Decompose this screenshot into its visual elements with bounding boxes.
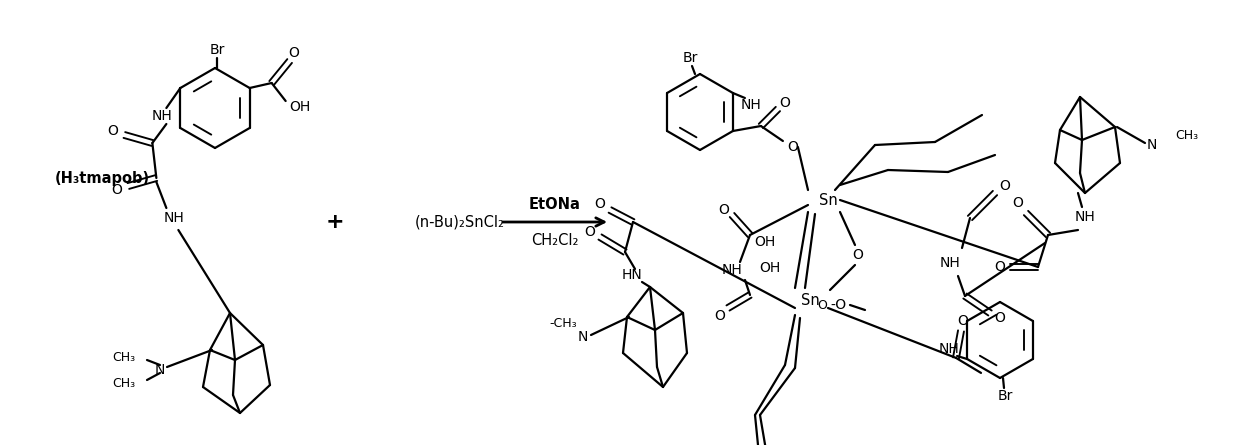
- Text: N: N: [155, 363, 165, 377]
- Text: O: O: [994, 260, 1006, 274]
- Text: (n-Bu)₂SnCl₂: (n-Bu)₂SnCl₂: [415, 214, 505, 230]
- Text: Br: Br: [210, 43, 224, 57]
- Text: O: O: [787, 140, 799, 154]
- Text: O: O: [999, 179, 1011, 193]
- Text: NH: NH: [940, 256, 960, 270]
- Text: O: O: [594, 197, 605, 211]
- Text: O: O: [110, 183, 122, 197]
- Text: N: N: [1147, 138, 1157, 152]
- Text: EtONa: EtONa: [529, 197, 580, 211]
- Text: NH: NH: [722, 263, 743, 277]
- Text: NH: NH: [939, 342, 960, 356]
- Text: NH: NH: [1075, 210, 1095, 224]
- Text: O: O: [288, 46, 299, 60]
- Text: NH: NH: [740, 98, 761, 112]
- Text: O: O: [107, 124, 118, 138]
- Text: HN: HN: [621, 268, 642, 282]
- Text: O: O: [957, 314, 968, 328]
- Text: Br: Br: [997, 389, 1013, 403]
- Text: O: O: [780, 96, 790, 110]
- Text: O: O: [584, 225, 595, 239]
- Text: CH₃: CH₃: [112, 376, 135, 389]
- Text: (H₃tmapob): (H₃tmapob): [55, 170, 150, 186]
- Text: CH₃: CH₃: [112, 351, 135, 364]
- Text: CH₂Cl₂: CH₂Cl₂: [531, 232, 579, 247]
- Text: O: O: [994, 311, 1006, 325]
- Text: NH: NH: [164, 211, 185, 225]
- Text: O: O: [1013, 196, 1023, 210]
- Text: O: O: [718, 203, 729, 217]
- Text: Sn: Sn: [818, 193, 837, 207]
- Text: O: O: [714, 309, 725, 323]
- Text: OH: OH: [759, 261, 781, 275]
- Text: O: O: [817, 299, 827, 312]
- Text: N: N: [578, 330, 588, 344]
- Text: Sn: Sn: [801, 292, 820, 307]
- Text: CH₃: CH₃: [1176, 129, 1198, 142]
- Text: O: O: [853, 248, 863, 262]
- Text: +: +: [326, 212, 345, 232]
- Text: OH: OH: [289, 100, 310, 114]
- Text: OH: OH: [754, 235, 776, 249]
- Text: -O: -O: [830, 298, 846, 312]
- Text: NH: NH: [153, 109, 172, 123]
- Text: Br: Br: [682, 51, 698, 65]
- Text: -CH₃: -CH₃: [549, 316, 577, 329]
